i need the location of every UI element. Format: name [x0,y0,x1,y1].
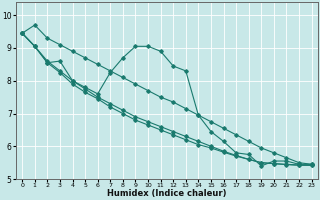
X-axis label: Humidex (Indice chaleur): Humidex (Indice chaleur) [107,189,227,198]
